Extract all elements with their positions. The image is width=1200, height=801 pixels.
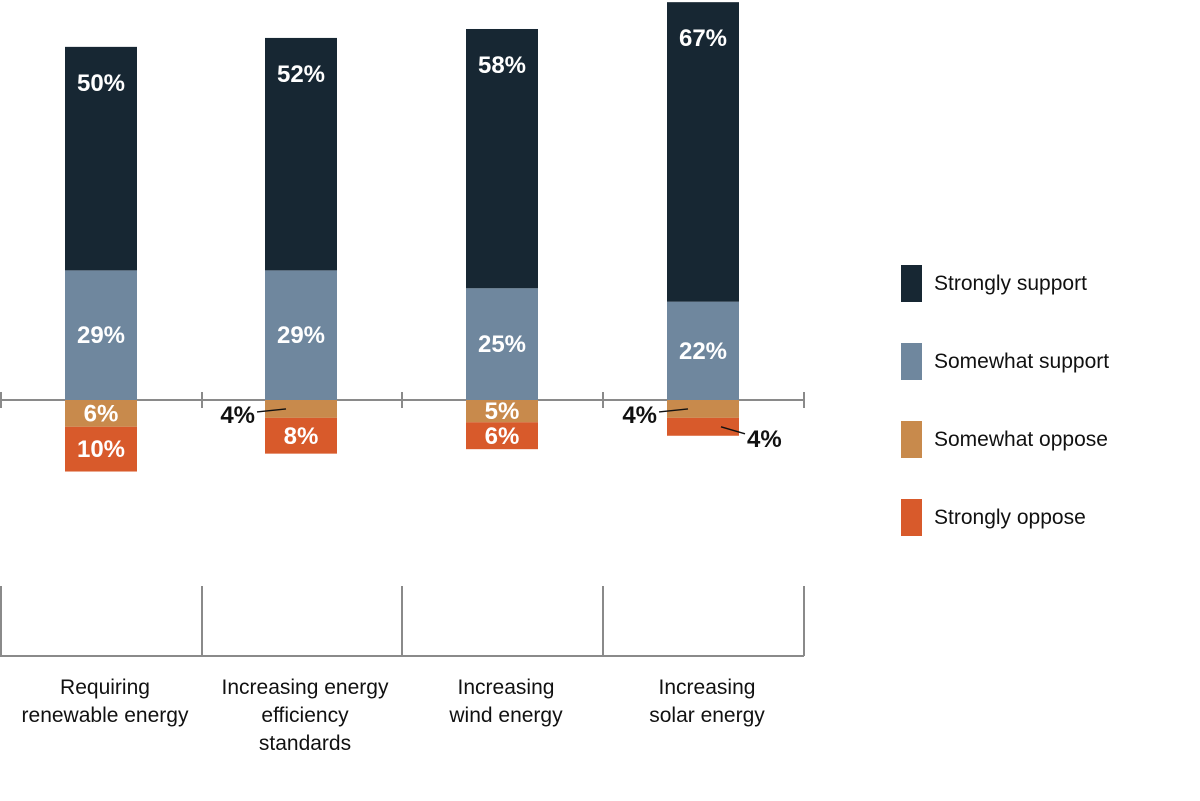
value-label: 8% [284,423,319,450]
legend-label: Somewhat support [934,350,1109,373]
value-label: 4% [622,402,657,429]
legend-swatch [901,343,922,380]
value-label: 6% [485,423,520,450]
value-label: 67% [679,25,727,52]
value-label: 29% [277,322,325,349]
legend-item: Somewhat support [901,343,1109,380]
bar-somewhat-oppose [265,400,337,418]
bar-somewhat-support [667,301,739,400]
legend-item: Somewhat oppose [901,421,1108,458]
value-label: 4% [747,426,782,453]
legend-item: Strongly support [901,265,1087,302]
bar-strongly-support [667,2,739,302]
bar-strongly-support [65,46,137,271]
value-label: 5% [485,398,520,425]
category-label: Increasing energy efficiency standards [222,676,389,755]
legend-swatch [901,265,922,302]
value-label: 6% [84,400,119,427]
callout-line [658,408,689,413]
value-label: 4% [220,402,255,429]
bars [65,2,739,472]
value-label: 22% [679,338,727,365]
value-label: 29% [77,322,125,349]
bar-strongly-oppose [265,417,337,454]
bar-somewhat-support [65,270,137,400]
legend-swatch [901,421,922,458]
category-labels: Requiring renewable energy Increasing ener… [22,676,766,755]
legend-item: Strongly oppose [901,499,1086,536]
category-label: Requiring renewable energy [22,676,189,727]
value-label: 58% [478,52,526,79]
bar-somewhat-oppose [466,400,538,423]
callout-line [256,408,287,413]
category-label: Increasing solar energy [649,676,765,727]
bar-somewhat-oppose [667,400,739,418]
value-label: 50% [77,70,125,97]
bar-strongly-support [265,37,337,271]
bar-somewhat-oppose [65,400,137,427]
legend-label: Strongly oppose [934,506,1086,529]
legend-label: Strongly support [934,272,1087,295]
bar-strongly-support [466,28,538,289]
bar-strongly-oppose [65,426,137,472]
bar-strongly-oppose [667,417,739,436]
bar-somewhat-support [265,270,337,400]
bar-somewhat-support [466,288,538,400]
legend-swatch [901,499,922,536]
legend: Strongly support Somewhat support Somewhat… [901,265,1109,536]
legend-label: Somewhat oppose [934,428,1108,451]
callout-line [720,426,746,435]
value-label: 25% [478,331,526,358]
value-label: 52% [277,61,325,88]
value-labels: 29%50%6%10%29%52%4%8%25%58%5%6%22%67%4%4… [77,25,782,463]
value-label: 10% [77,436,125,463]
category-label: Increasing wind energy [448,676,563,727]
bar-strongly-oppose [466,422,538,450]
